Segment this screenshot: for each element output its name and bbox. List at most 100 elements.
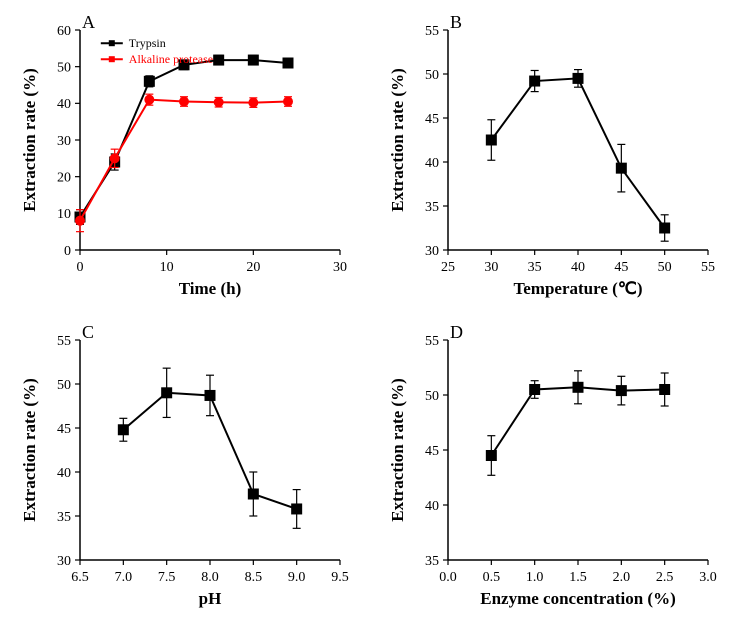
y-tick-label: 10 <box>57 207 71 222</box>
chart-a: 0 10 20 30 0 10 20 30 40 50 60 Time (h) Extraction r… <box>10 10 360 300</box>
x-tick-label: 8.0 <box>201 570 219 585</box>
panel-label: C <box>82 322 94 342</box>
data-marker <box>248 489 258 499</box>
data-marker <box>144 76 154 86</box>
x-tick-label: 0.0 <box>439 570 457 585</box>
x-tick-label: 6.5 <box>71 570 89 585</box>
panel-label: D <box>450 322 463 342</box>
y-axis-label: Extraction rate (%) <box>388 378 407 522</box>
series-line <box>491 78 664 228</box>
y-tick-label: 50 <box>57 378 71 393</box>
x-axis-label: Enzyme concentration (%) <box>480 589 675 608</box>
data-marker <box>145 95 154 104</box>
y-tick-label: 45 <box>57 422 71 437</box>
data-marker <box>205 390 215 400</box>
panel-a: 0 10 20 30 0 10 20 30 40 50 60 Time (h) Extraction r… <box>10 10 360 300</box>
legend-label: Alkaline protease <box>129 52 213 66</box>
x-tick-label: 0 <box>77 260 84 275</box>
y-tick-label: 50 <box>425 389 439 404</box>
y-tick-label: 60 <box>57 24 71 39</box>
legend-label: Trypsin <box>129 36 166 50</box>
x-tick-label: 50 <box>658 260 672 275</box>
y-tick-label: 55 <box>425 334 439 349</box>
y-tick-label: 50 <box>425 68 439 83</box>
figure-root: 0 10 20 30 0 10 20 30 40 50 60 Time (h) Extraction r… <box>0 0 737 623</box>
data-marker <box>283 58 293 68</box>
y-tick-label: 55 <box>57 334 71 349</box>
data-marker <box>248 55 258 65</box>
data-marker <box>76 216 85 225</box>
x-tick-label: 9.5 <box>331 570 349 585</box>
y-tick-label: 55 <box>425 24 439 39</box>
x-axis-label: Time (h) <box>179 279 242 298</box>
y-tick-label: 30 <box>57 134 71 149</box>
x-tick-label: 9.0 <box>288 570 306 585</box>
y-tick-label: 40 <box>57 466 71 481</box>
data-marker <box>616 163 626 173</box>
data-marker <box>284 97 293 106</box>
series-line <box>80 60 288 217</box>
chart-b: 25303540455055303540455055Temperature (℃… <box>378 10 728 300</box>
x-tick-label: 1.0 <box>526 570 544 585</box>
y-tick-label: 50 <box>57 61 71 76</box>
data-marker <box>660 223 670 233</box>
x-tick-label: 0.5 <box>483 570 501 585</box>
x-tick-label: 45 <box>614 260 628 275</box>
data-marker <box>660 385 670 395</box>
x-tick-label: 30 <box>333 260 347 275</box>
x-tick-label: 40 <box>571 260 585 275</box>
data-marker <box>573 382 583 392</box>
y-axis-label: Extraction rate (%) <box>388 68 407 212</box>
data-marker <box>180 97 189 106</box>
data-marker <box>118 425 128 435</box>
y-tick-label: 35 <box>57 510 71 525</box>
x-tick-label: 20 <box>246 260 260 275</box>
data-marker <box>530 76 540 86</box>
y-tick-label: 20 <box>57 171 71 186</box>
x-tick-label: 55 <box>701 260 715 275</box>
data-marker <box>486 451 496 461</box>
x-tick-label: 2.0 <box>613 570 631 585</box>
panel-c: 6.5 7.0 7.5 8.0 8.5 9.0 9.5 30 35 40 45 50 55 pH Extra… <box>10 320 360 610</box>
y-tick-label: 40 <box>425 499 439 514</box>
x-tick-label: 7.5 <box>158 570 176 585</box>
panel-label: B <box>450 12 462 32</box>
data-marker <box>616 386 626 396</box>
x-tick-label: 10 <box>160 260 174 275</box>
y-tick-label: 35 <box>425 554 439 569</box>
data-marker <box>573 73 583 83</box>
data-marker <box>214 55 224 65</box>
data-marker <box>292 504 302 514</box>
data-marker <box>214 98 223 107</box>
chart-c: 6.5 7.0 7.5 8.0 8.5 9.0 9.5 30 35 40 45 50 55 pH Extra… <box>10 320 360 610</box>
data-marker <box>249 98 258 107</box>
y-axis-label: Extraction rate (%) <box>20 68 39 212</box>
y-tick-label: 45 <box>425 112 439 127</box>
x-tick-label: 3.0 <box>699 570 717 585</box>
panel-d: 0.0 0.5 1.0 1.5 2.0 2.5 3.0 35 40 45 50 55 Enzyme co… <box>378 320 728 610</box>
x-tick-label: 8.5 <box>245 570 263 585</box>
y-tick-label: 35 <box>425 200 439 215</box>
x-axis-label: Temperature (℃) <box>513 279 642 298</box>
data-marker <box>110 154 119 163</box>
chart-d: 0.0 0.5 1.0 1.5 2.0 2.5 3.0 35 40 45 50 55 Enzyme co… <box>378 320 728 610</box>
data-marker <box>530 385 540 395</box>
panel-label: A <box>82 12 95 32</box>
data-marker <box>162 388 172 398</box>
x-tick-label: 1.5 <box>569 570 587 585</box>
panel-b: 25303540455055303540455055Temperature (℃… <box>378 10 728 300</box>
data-marker <box>486 135 496 145</box>
y-tick-label: 30 <box>57 554 71 569</box>
y-tick-label: 30 <box>425 244 439 259</box>
y-tick-label: 45 <box>425 444 439 459</box>
x-tick-label: 25 <box>441 260 455 275</box>
y-tick-label: 40 <box>57 97 71 112</box>
y-tick-label: 0 <box>64 244 71 259</box>
x-tick-label: 30 <box>484 260 498 275</box>
x-tick-label: 7.0 <box>115 570 133 585</box>
x-tick-label: 2.5 <box>656 570 674 585</box>
y-axis-label: Extraction rate (%) <box>20 378 39 522</box>
x-tick-label: 35 <box>528 260 542 275</box>
x-axis-label: pH <box>199 589 222 608</box>
y-tick-label: 40 <box>425 156 439 171</box>
